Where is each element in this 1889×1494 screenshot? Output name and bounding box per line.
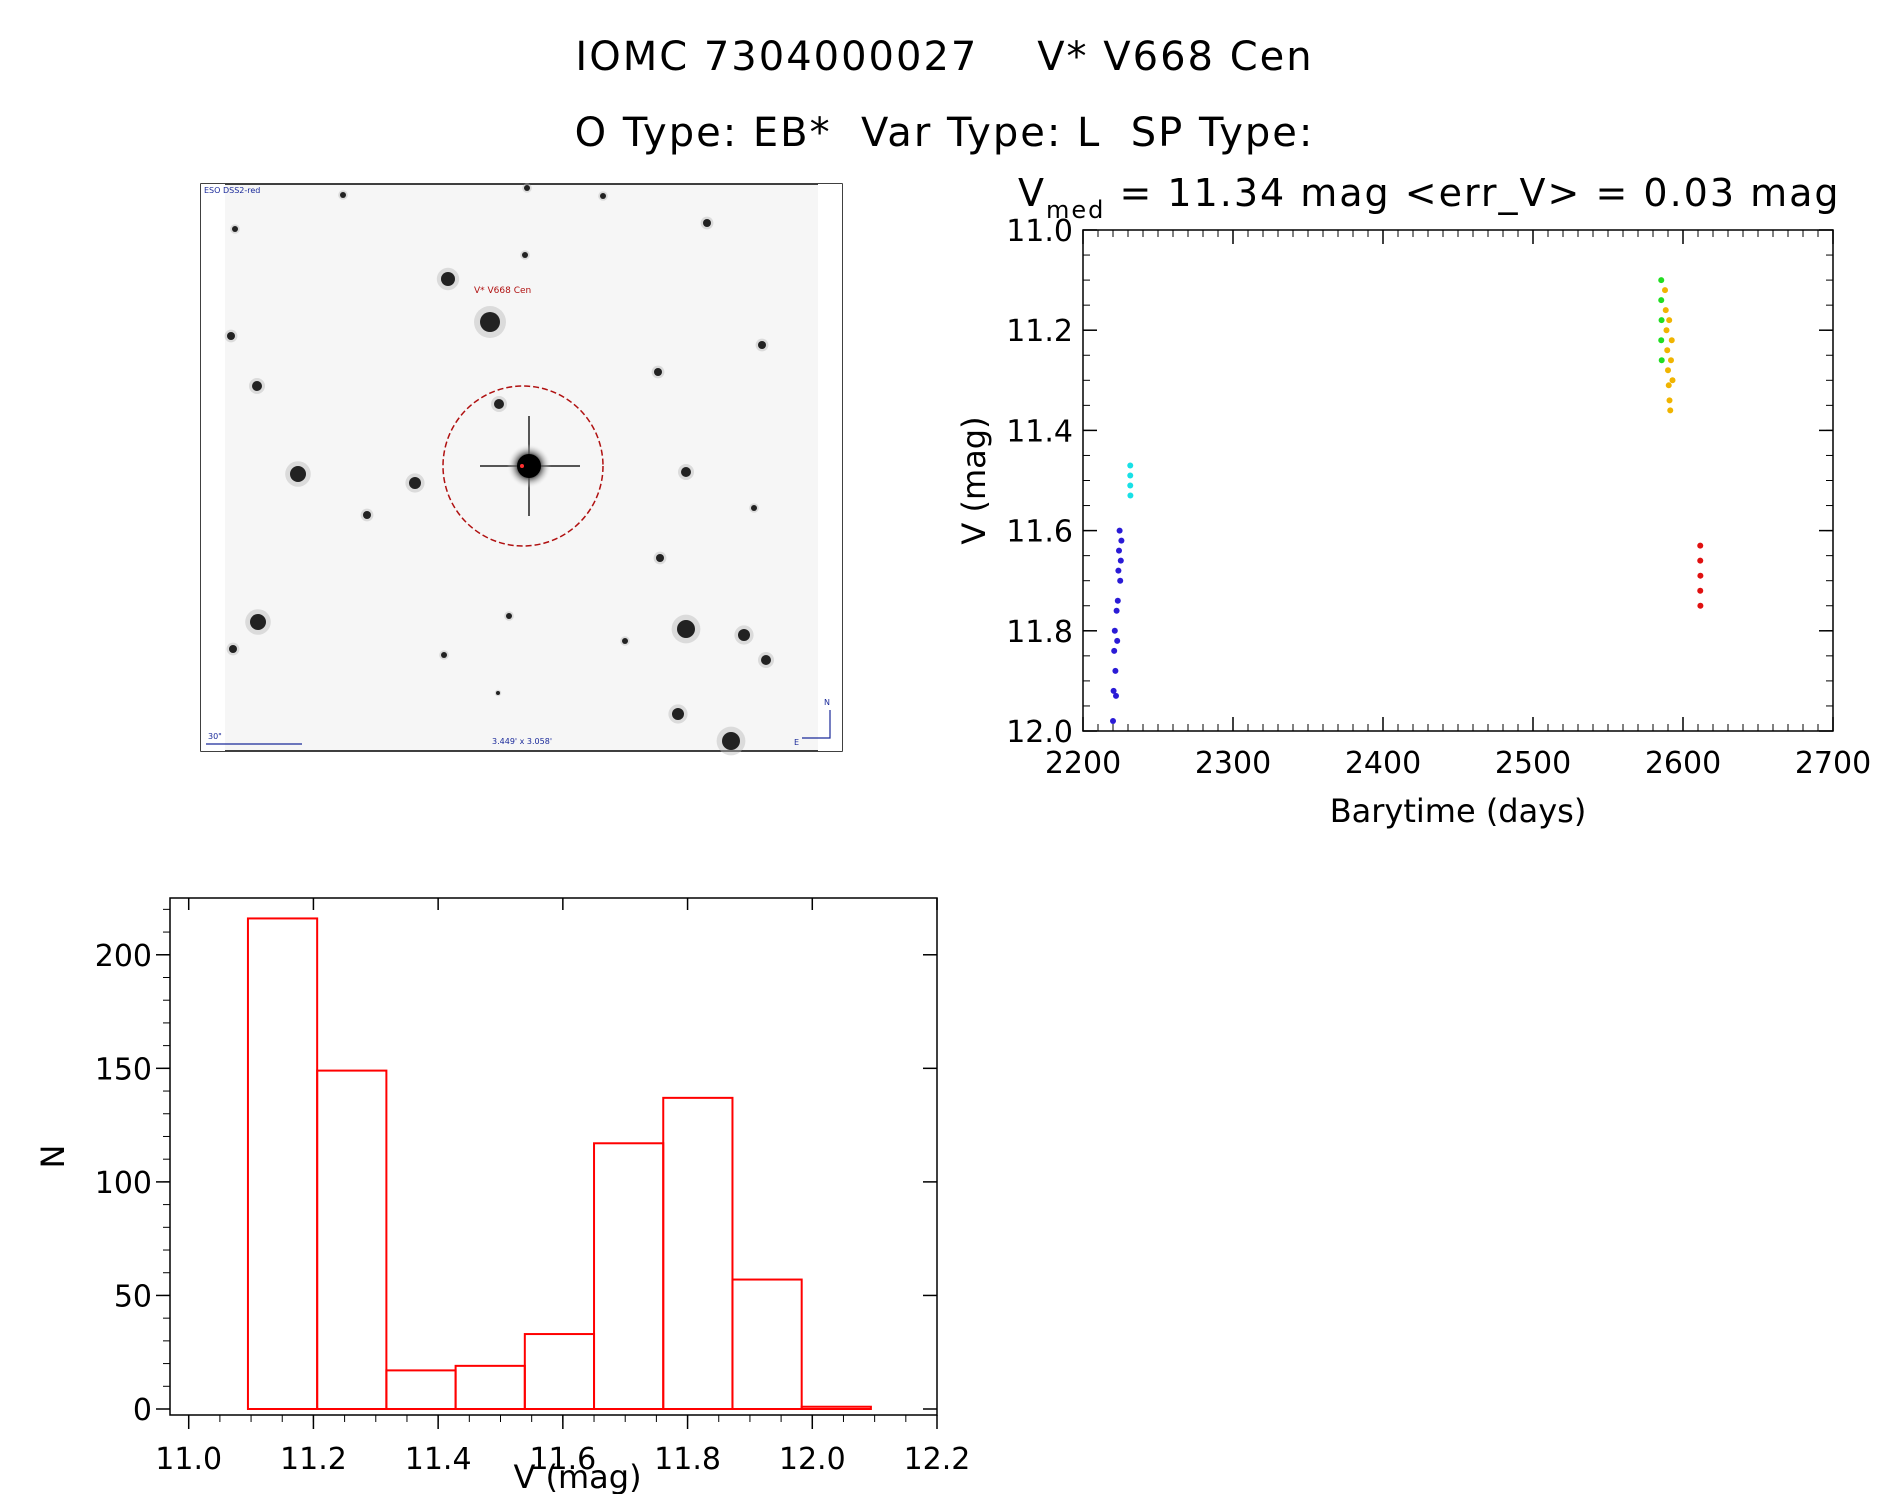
histogram-bar [454,1364,526,1410]
data-point [1667,407,1674,414]
data-point [1658,297,1665,304]
data-series [1127,462,1134,499]
data-point [1110,717,1116,724]
x-tick-label: 11.0 [155,1442,222,1477]
data-point [1665,367,1671,374]
y-tick-label: 150 [95,1052,152,1087]
data-point [1117,557,1124,564]
data-point [1664,347,1671,354]
data-point [1113,692,1119,699]
data-point [1668,337,1675,344]
light-curve-ylabel: V (mag) [955,416,993,544]
y-tick-label: 11.8 [1006,615,1073,650]
data-point [1127,492,1134,499]
y-tick-label: 100 [95,1166,152,1201]
data-series [1658,277,1665,364]
data-point [1118,537,1125,544]
data-point [1127,472,1134,479]
histogram-ticks: 11.0 11.2 11.4 11.6 11.8 12.0 12.2 0 50 100 150 200 [95,898,971,1477]
data-point [1662,307,1669,314]
data-point [1658,317,1665,324]
data-series [1110,527,1125,724]
page-subtitle: O Type: EB* Var Type: L SP Type: [574,110,1315,156]
y-tick-label: 11.2 [1006,314,1073,349]
x-tick-label: 12.2 [904,1442,971,1477]
x-tick-label: 2300 [1195,746,1271,781]
histogram-bars [246,917,872,1411]
data-point [1127,462,1134,469]
light-curve-xlabel: Barytime (days) [1330,792,1587,830]
data-point [1666,397,1673,404]
data-point [1110,687,1117,694]
histogram-bar [316,1069,388,1411]
data-point [1697,587,1704,594]
light-curve-title: Vmed = 11.34 mag <err_V> = 0.03 mag [1018,171,1841,224]
title-subscript: med [1046,196,1105,224]
data-point [1697,602,1704,609]
x-tick-label: 11.6 [529,1442,596,1477]
histogram-bar [246,917,319,1410]
data-point [1111,647,1118,654]
data-point [1662,287,1668,294]
x-tick-label: 11.8 [654,1442,721,1477]
title-rest: = 11.34 mag <err_V> = 0.03 mag [1105,171,1840,215]
x-tick-label: 2400 [1345,746,1421,781]
data-point [1658,357,1665,364]
data-point [1117,577,1124,584]
x-tick-label: 2200 [1045,746,1121,781]
histogram-plot-frame [169,897,938,1416]
data-point [1127,482,1134,489]
data-point [1697,557,1704,564]
data-point [1663,327,1670,334]
data-point [1668,357,1674,364]
y-tick-label: 50 [114,1279,152,1314]
histogram-bar [385,1369,457,1411]
x-tick-label: 11.2 [280,1442,347,1477]
data-point [1114,597,1121,604]
x-tick-label: 2700 [1795,746,1871,781]
light-curve-points [1110,277,1704,724]
data-series [1662,287,1676,414]
data-point [1697,542,1704,549]
data-point [1116,547,1122,554]
histogram-xlabel: V (mag) [513,1458,641,1494]
page-title: IOMC 7304000027 V* V668 Cen [575,34,1314,80]
data-point [1116,527,1123,534]
histogram-ylabel: N [34,1145,72,1169]
y-tick-label: 12.0 [1006,715,1073,750]
histogram-bar [731,1278,803,1410]
y-tick-label: 11.6 [1006,515,1073,550]
y-tick-label: 11.4 [1006,414,1073,449]
data-point [1697,572,1704,579]
data-point [1112,667,1119,674]
y-tick-label: 11.0 [1006,214,1073,249]
histogram-bar [593,1142,665,1411]
data-point [1658,337,1665,344]
histogram-bar [800,1405,872,1410]
x-tick-label: 2500 [1495,746,1571,781]
x-tick-label: 2600 [1645,746,1721,781]
x-tick-label: 11.4 [405,1442,472,1477]
histogram-bar [523,1333,596,1411]
data-series [1697,542,1704,609]
y-tick-label: 200 [95,939,152,974]
y-tick-label: 0 [133,1393,152,1428]
data-point [1669,377,1676,384]
light-curve-ticks: 2200 2300 2400 2500 2600 2700 11.0 11.2 11.4 11.6… [1006,214,1871,781]
data-point [1115,567,1122,574]
data-point [1113,607,1120,614]
data-point [1666,317,1673,324]
data-point [1114,637,1121,644]
title-v: V [1018,171,1046,215]
data-point [1665,382,1672,389]
histogram-bar [662,1096,734,1410]
data-point [1111,627,1118,634]
x-tick-label: 12.0 [779,1442,846,1477]
data-point [1658,277,1665,284]
